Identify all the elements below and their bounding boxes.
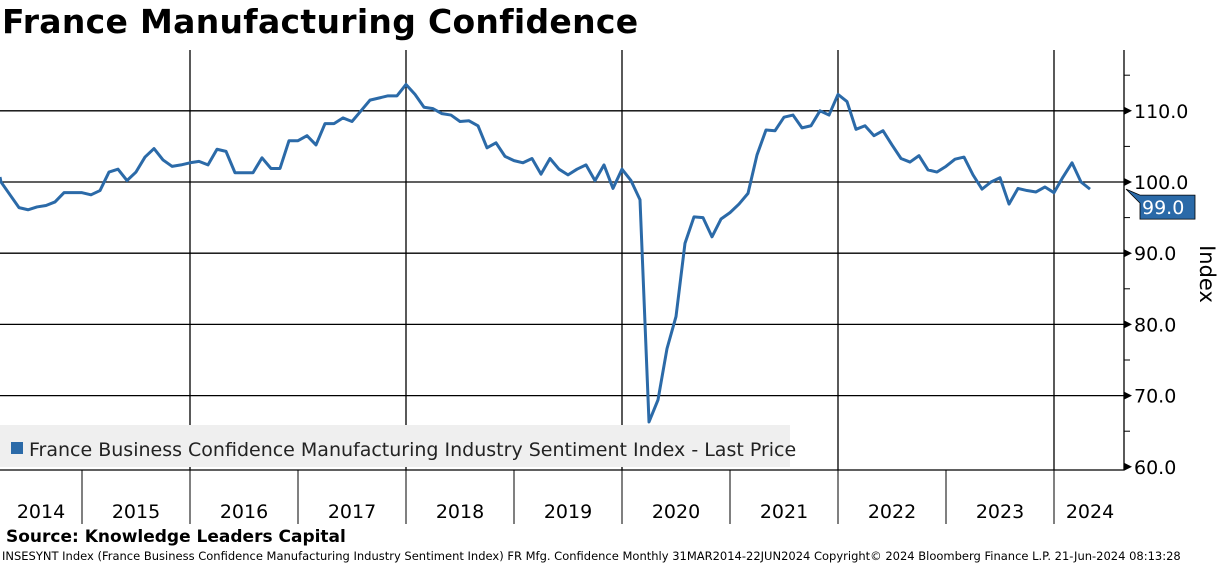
x-tick-label: 2022 <box>868 501 916 523</box>
x-tick-label: 2017 <box>328 501 376 523</box>
x-tick-label: 2019 <box>544 501 592 523</box>
x-tick-label: 2020 <box>652 501 700 523</box>
last-value-tag-bg <box>1125 188 1196 220</box>
y-tick-label: 110.0 <box>1134 101 1188 123</box>
last-value-text: 99.0 <box>1142 197 1184 219</box>
x-tick-label: 2015 <box>112 501 160 523</box>
gridlines <box>0 50 1124 470</box>
y-tick-arrow <box>1124 462 1132 471</box>
y-tick-label: 60.0 <box>1134 457 1176 479</box>
axes: 60.0 70.0 80.0 90.0 100.0 110.0 2014 2015 2016 20… <box>0 50 1188 524</box>
legend-swatch <box>11 442 23 454</box>
source-note: Source: Knowledge Leaders Capital <box>6 527 346 547</box>
series-line <box>0 82 1091 424</box>
y-tick-label: 80.0 <box>1134 314 1176 336</box>
x-tick-label: 2014 <box>17 501 65 523</box>
legend-box <box>0 425 790 467</box>
x-tick-label: 2023 <box>976 501 1024 523</box>
y-tick-arrow <box>1124 106 1132 115</box>
legend-label: France Business Confidence Manufacturing… <box>29 439 796 461</box>
y-tick-label: 90.0 <box>1134 243 1176 265</box>
y-tick-arrow <box>1124 320 1132 329</box>
x-tick-label: 2016 <box>220 501 268 523</box>
y-tick-arrow <box>1124 391 1132 400</box>
y-axis-label: Index <box>1195 245 1219 303</box>
x-tick-label: 2018 <box>436 501 484 523</box>
x-tick-label: 2024 <box>1066 501 1114 523</box>
y-tick-label: 100.0 <box>1134 172 1188 194</box>
y-tick-arrow <box>1124 178 1132 186</box>
y-tick-arrow <box>1124 249 1132 258</box>
footer-note: INSESYNT Index (France Business Confiden… <box>2 549 1181 563</box>
chart-title: France Manufacturing Confidence <box>2 2 639 41</box>
last-value-tag: 99.0 <box>1125 188 1196 220</box>
x-tick-label: 2021 <box>760 501 808 523</box>
y-tick-label: 70.0 <box>1134 386 1176 408</box>
